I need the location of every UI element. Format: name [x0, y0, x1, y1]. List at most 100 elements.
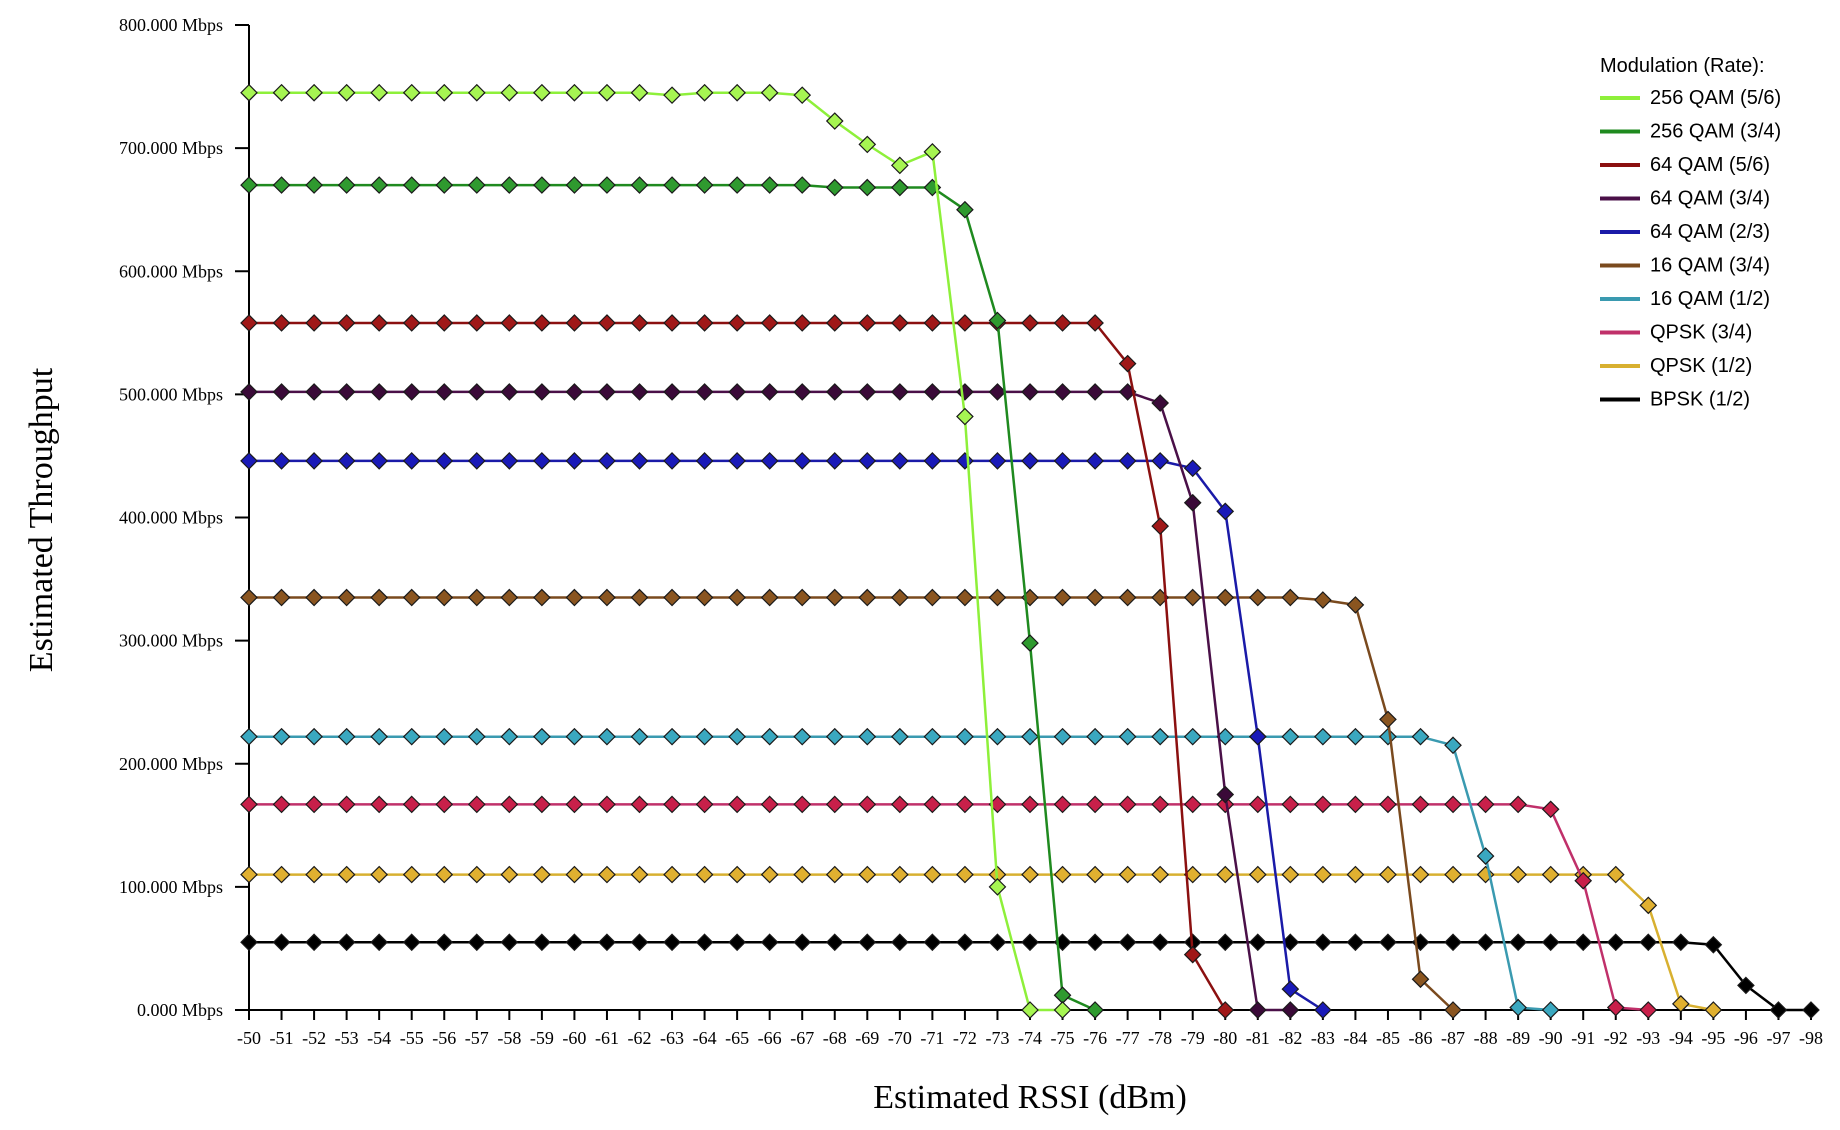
data-point — [825, 383, 844, 401]
data-point — [923, 452, 942, 470]
x-tick-label: -62 — [628, 1028, 652, 1048]
data-point — [435, 865, 454, 884]
data-point — [533, 452, 551, 470]
data-point — [1281, 795, 1300, 814]
data-point — [956, 865, 974, 884]
data-point — [370, 314, 389, 332]
data-point — [305, 865, 323, 884]
legend-label: 256 QAM (3/4) — [1650, 121, 1781, 143]
series-line — [249, 321, 1227, 1011]
data-point — [1216, 865, 1235, 884]
data-point — [337, 383, 356, 401]
x-tick-label: -50 — [237, 1028, 261, 1048]
x-tick-label: -75 — [1051, 1028, 1075, 1048]
data-point — [1606, 865, 1625, 884]
x-tick-label: -77 — [1116, 1028, 1140, 1048]
data-point — [1541, 865, 1560, 884]
data-point — [663, 176, 681, 194]
data-point — [890, 178, 909, 197]
x-tick-label: -74 — [1018, 1028, 1042, 1048]
data-point — [598, 383, 616, 401]
x-tick-label: -59 — [530, 1028, 554, 1048]
data-point — [435, 452, 454, 470]
data-point — [890, 795, 909, 814]
data-point — [1606, 998, 1625, 1017]
x-tick-label: -93 — [1636, 1028, 1660, 1048]
data-point — [240, 452, 258, 470]
y-tick-label: 700.000 Mbps — [119, 138, 223, 158]
x-tick-label: -80 — [1213, 1028, 1237, 1048]
data-point — [1053, 865, 1072, 884]
data-point — [630, 865, 649, 884]
data-point — [598, 865, 616, 884]
data-point — [728, 865, 746, 884]
data-point — [1053, 383, 1072, 401]
data-point — [630, 383, 649, 401]
data-point — [793, 176, 812, 194]
data-point — [890, 314, 909, 332]
y-tick-label: 500.000 Mbps — [119, 384, 223, 404]
data-point — [467, 588, 486, 607]
data-point — [1248, 727, 1267, 746]
data-point — [402, 314, 421, 332]
data-point — [1216, 727, 1235, 746]
data-point — [1183, 493, 1202, 512]
legend-label: 16 QAM (1/2) — [1650, 288, 1770, 310]
data-point — [956, 452, 974, 470]
data-point — [1444, 865, 1462, 884]
data-point — [1183, 459, 1202, 478]
data-point — [305, 795, 323, 814]
data-point — [988, 933, 1007, 952]
data-point — [1379, 727, 1397, 746]
data-point — [923, 795, 942, 814]
data-point — [1802, 1001, 1820, 1019]
data-point — [370, 933, 389, 952]
data-point — [435, 383, 454, 401]
data-point — [272, 795, 291, 814]
legend-label: 64 QAM (3/4) — [1650, 188, 1770, 210]
data-point — [1248, 865, 1267, 884]
x-tick-label: -52 — [302, 1028, 326, 1048]
data-point — [825, 795, 844, 814]
data-point — [1053, 727, 1072, 746]
data-point — [1281, 1001, 1300, 1019]
data-point — [630, 83, 649, 102]
data-point — [1509, 795, 1527, 814]
x-tick-label: -73 — [985, 1028, 1009, 1048]
data-point — [272, 383, 291, 401]
data-point — [923, 588, 942, 607]
data-point — [533, 727, 551, 746]
data-point — [1574, 871, 1593, 890]
data-point — [467, 865, 486, 884]
series-7 — [240, 795, 1658, 1019]
data-point — [337, 933, 356, 952]
data-point — [337, 727, 356, 746]
data-point — [1086, 727, 1104, 746]
data-point — [1444, 933, 1462, 952]
data-point — [858, 383, 877, 401]
series-line — [249, 459, 1324, 1012]
x-tick-label: -86 — [1409, 1028, 1433, 1048]
y-tick-label: 100.000 Mbps — [119, 877, 223, 897]
data-point — [760, 452, 779, 470]
data-point — [1379, 710, 1397, 729]
data-point — [240, 795, 258, 814]
data-point — [1444, 1001, 1462, 1019]
data-point — [760, 727, 779, 746]
series-9 — [240, 933, 1820, 1019]
data-point — [402, 795, 421, 814]
data-point — [533, 865, 551, 884]
data-point — [793, 727, 812, 746]
data-point — [760, 176, 779, 194]
data-point — [337, 795, 356, 814]
data-point — [793, 383, 812, 401]
y-tick-label: 300.000 Mbps — [119, 631, 223, 651]
data-point — [793, 452, 812, 470]
data-point — [858, 588, 877, 607]
data-point — [500, 865, 519, 884]
data-point — [988, 311, 1007, 330]
data-point — [1021, 727, 1039, 746]
x-tick-label: -94 — [1669, 1028, 1693, 1048]
data-point — [825, 727, 844, 746]
data-point — [1444, 795, 1462, 814]
